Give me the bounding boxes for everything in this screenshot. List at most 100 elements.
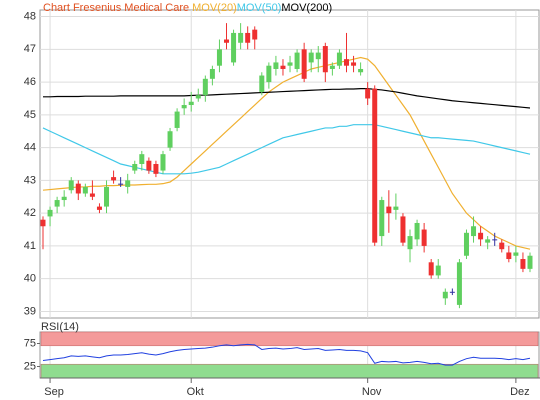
candle-body [118,183,124,185]
candle-body [351,62,357,66]
candle-body [104,186,110,207]
candle-body [259,75,265,92]
candle-body [449,291,455,293]
candle-body [160,154,166,171]
candle-body [301,49,307,79]
y-tick-label: 46 [24,76,36,88]
candle-body [414,222,420,240]
y-tick-label: 48 [24,10,36,22]
candle-body [315,52,321,60]
candle-body [308,52,314,63]
candle-body [442,291,448,299]
candle-body [40,219,46,227]
band [40,331,539,347]
candle-body [520,259,526,269]
candle-body [245,32,251,43]
candle-body [280,65,286,69]
candle-body [372,88,378,243]
candle-body [209,68,215,79]
y-tick-label: 42 [24,207,36,219]
legend-entry: MOV(200) [281,2,332,14]
legend-entry: MOV(20) [192,2,237,14]
candle-body [146,160,152,171]
candle-body [139,154,145,164]
candle-body [82,186,88,194]
candle-body [252,29,258,40]
chart-title: Chart Fresenius Medical Care MOV(20)MOV(5… [43,2,332,14]
candle-body [471,226,477,237]
candle-body [238,32,244,43]
candle-body [132,164,138,171]
candle-body [492,239,498,241]
candle-body [336,52,342,66]
candle-body [75,183,81,194]
candle-body [485,239,491,243]
candle-body [428,262,434,276]
candle-body [287,62,293,66]
y-tick-label: 47 [24,43,36,55]
candle-body [499,242,505,250]
candle-body [89,193,95,197]
candle-body [188,101,194,106]
y-tick-label: 44 [24,142,36,154]
candle-body [379,200,385,237]
candle-body [153,164,159,174]
candle-body [343,59,349,66]
y-tick-label: 40 [24,273,36,285]
moving-average [42,124,531,175]
panel-frame [39,9,540,319]
legend-entry: MOV(50) [237,2,282,14]
candle-body [386,206,392,214]
candle-body [174,111,180,128]
x-tick-label: Nov [362,386,382,398]
candle-body [125,180,131,187]
candle-body [365,88,371,99]
candle-body [96,206,102,210]
candle-body [329,65,335,69]
candle-body [400,216,406,243]
x-tick-label: Sep [44,386,64,398]
candle-body [421,229,427,246]
rsi-line [42,343,531,366]
candle-body [463,232,469,256]
legend-entry: RSI(14) [41,321,79,333]
candle-body [393,206,399,210]
y-tick-label: 41 [24,240,36,252]
moving-average [43,88,531,109]
candle-body [216,49,222,66]
y-tick-label: 75 [24,337,36,349]
chart-title: Chart Fresenius Medical Care [43,2,189,14]
y-tick-label: 39 [24,305,36,317]
band [40,363,539,379]
candle-body [266,65,272,83]
candle-body [224,39,230,43]
candle-body [202,78,208,96]
candle-body [54,200,60,207]
candle-body [478,232,484,240]
candle-body [68,180,74,191]
candle-body [513,252,519,256]
candle-body [294,52,300,69]
candle-body [231,32,237,63]
candle-body [273,62,279,69]
y-tick-label: 25 [24,360,36,372]
candle-body [47,209,53,217]
x-tick-label: Okt [187,386,204,398]
candle-body [167,131,173,148]
candle-body [322,46,328,73]
x-tick-label: Dez [510,386,530,398]
candle-body [506,252,512,260]
candle-body [181,105,187,109]
y-tick-label: 43 [24,174,36,186]
moving-average [42,56,531,250]
candle-body [195,95,201,99]
candle-body [527,255,533,269]
candle-body [61,196,67,201]
candle-body [435,265,441,276]
candle-body [407,236,413,250]
y-tick-label: 45 [24,109,36,121]
candle-body [456,262,462,305]
candle-body [111,177,117,181]
candle-body [358,68,364,73]
